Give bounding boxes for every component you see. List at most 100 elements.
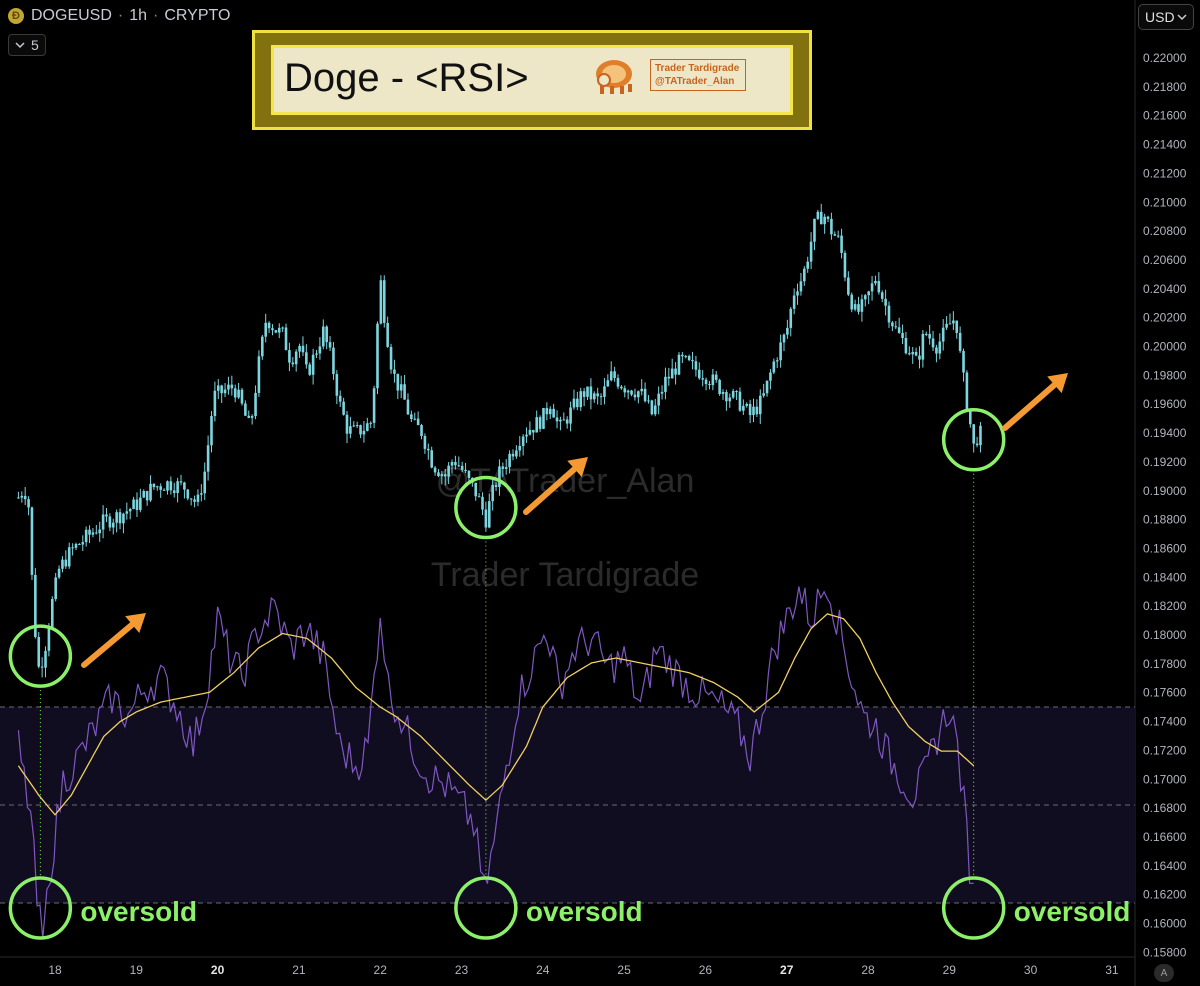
candle-body bbox=[491, 485, 494, 502]
candle-body bbox=[562, 419, 566, 421]
rsi-oversold-circle bbox=[454, 876, 518, 940]
candle-body bbox=[637, 391, 640, 398]
candle-body bbox=[772, 361, 776, 373]
rsi-oversold-circle bbox=[8, 876, 73, 940]
candle-body bbox=[901, 332, 904, 339]
candle-body bbox=[762, 393, 765, 396]
candle-body bbox=[592, 393, 596, 400]
candle-body bbox=[193, 499, 196, 502]
candle-body bbox=[376, 323, 379, 389]
candle-body bbox=[576, 398, 579, 408]
candle-body bbox=[105, 514, 108, 517]
price-tick-label: 0.21200 bbox=[1143, 166, 1187, 180]
price-tick-label: 0.16400 bbox=[1143, 859, 1187, 873]
candle-body bbox=[572, 398, 576, 408]
price-tick-label: 0.18400 bbox=[1143, 570, 1187, 584]
time-tick-label: 20 bbox=[211, 963, 225, 977]
candle-body bbox=[504, 467, 508, 469]
time-tick-label: 30 bbox=[1024, 963, 1038, 977]
candle-body bbox=[271, 328, 274, 331]
currency-select[interactable]: USD bbox=[1138, 4, 1194, 30]
candle-body bbox=[606, 380, 610, 387]
separator-dot: · bbox=[117, 7, 124, 24]
candle-body bbox=[847, 277, 850, 295]
candle-body bbox=[156, 486, 159, 488]
candle-body bbox=[701, 378, 704, 380]
candle-body bbox=[183, 482, 186, 490]
candle-body bbox=[227, 384, 230, 390]
candle-body bbox=[477, 496, 481, 498]
candle-body bbox=[57, 568, 61, 578]
candle-body bbox=[518, 445, 522, 451]
auto-scale-button[interactable]: A bbox=[1154, 964, 1174, 982]
candle-body bbox=[447, 465, 450, 477]
candle-body bbox=[338, 395, 342, 402]
candle-body bbox=[840, 235, 843, 253]
candle-body bbox=[579, 391, 583, 408]
oversold-label: oversold bbox=[1014, 896, 1131, 927]
candle-body bbox=[318, 346, 322, 354]
candle-body bbox=[803, 268, 806, 282]
price-oversold-circle bbox=[454, 475, 518, 540]
candle-body bbox=[559, 419, 562, 422]
candle-body bbox=[731, 390, 735, 398]
candle-body bbox=[487, 501, 491, 528]
candle-body bbox=[758, 395, 762, 415]
candle-body bbox=[257, 356, 261, 393]
candle-body bbox=[979, 425, 982, 446]
up-arrow-icon bbox=[81, 621, 136, 668]
candle-body bbox=[467, 470, 471, 478]
candle-body bbox=[850, 294, 854, 310]
candle-body bbox=[321, 326, 325, 347]
candle-body bbox=[213, 390, 217, 416]
price-tick-label: 0.19000 bbox=[1143, 484, 1187, 498]
candle-body bbox=[135, 499, 139, 510]
price-tick-label: 0.16600 bbox=[1143, 830, 1187, 844]
candle-body bbox=[748, 403, 752, 416]
candle-body bbox=[315, 353, 318, 355]
candle-body bbox=[501, 466, 505, 469]
candle-body bbox=[460, 465, 464, 470]
interval-label: 1h bbox=[129, 7, 148, 24]
candle-body bbox=[430, 450, 433, 468]
candle-body bbox=[301, 345, 305, 353]
candle-body bbox=[216, 385, 220, 391]
candle-body bbox=[108, 516, 112, 528]
market-label: CRYPTO bbox=[164, 7, 231, 24]
candle-body bbox=[552, 408, 555, 418]
candle-body bbox=[420, 425, 423, 436]
candle-body bbox=[369, 422, 373, 424]
price-tick-label: 0.19800 bbox=[1143, 368, 1187, 382]
candle-body bbox=[765, 380, 769, 394]
candle-body bbox=[71, 547, 74, 549]
price-tick-label: 0.20800 bbox=[1143, 224, 1187, 238]
candle-body bbox=[101, 514, 105, 530]
candle-body bbox=[752, 406, 755, 416]
candle-body bbox=[98, 529, 102, 534]
time-tick-label: 29 bbox=[943, 963, 957, 977]
candle-body bbox=[806, 261, 810, 269]
candle-body bbox=[782, 334, 786, 343]
candle-body bbox=[515, 450, 518, 457]
chevron-down-icon bbox=[1177, 14, 1187, 21]
candle-body bbox=[538, 417, 542, 429]
candle-body bbox=[223, 389, 227, 394]
candle-body bbox=[244, 403, 247, 416]
candle-body bbox=[162, 489, 166, 491]
candle-body bbox=[274, 330, 278, 333]
candle-body bbox=[582, 391, 586, 397]
time-tick-label: 27 bbox=[780, 963, 794, 977]
candle-body bbox=[660, 391, 664, 394]
up-arrow-head-icon bbox=[1047, 373, 1068, 394]
time-tick-label: 25 bbox=[617, 963, 631, 977]
price-tick-label: 0.16000 bbox=[1143, 917, 1187, 931]
candle-body bbox=[240, 389, 244, 404]
symbol-header[interactable]: Ð DOGEUSD · 1h · CRYPTO bbox=[8, 6, 230, 26]
indicators-collapse-button[interactable]: 5 bbox=[8, 34, 46, 56]
candle-body bbox=[545, 408, 549, 415]
candle-body bbox=[816, 211, 820, 219]
price-tick-label: 0.21000 bbox=[1143, 195, 1187, 209]
banner-title: Doge - <RSI> bbox=[284, 56, 529, 100]
candle-body bbox=[616, 377, 620, 387]
